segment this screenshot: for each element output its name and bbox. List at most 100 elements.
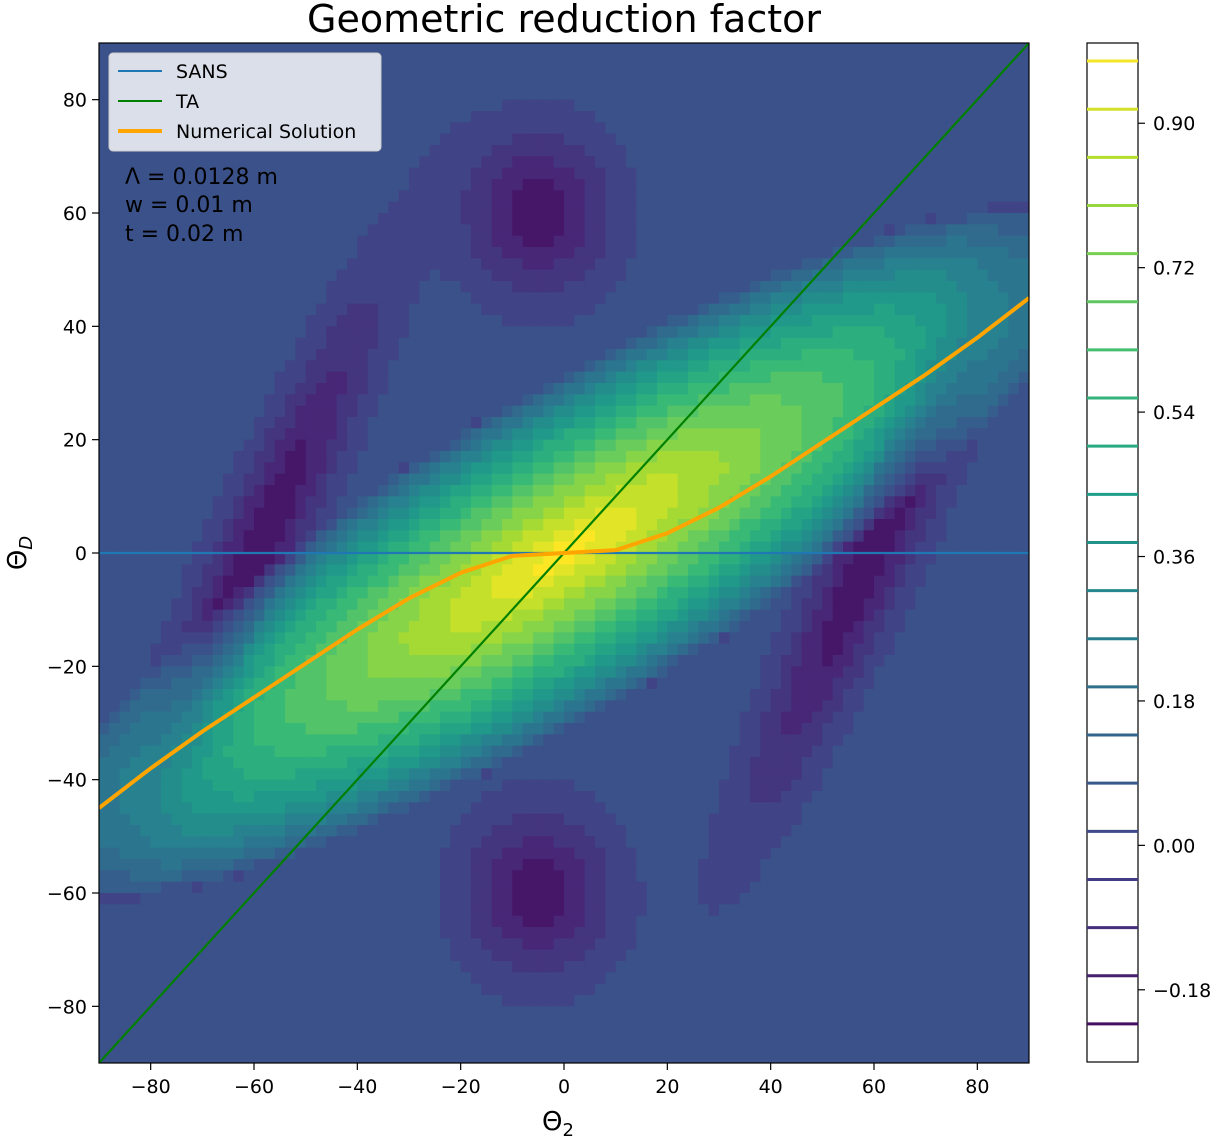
heatmap-cell: [863, 337, 875, 350]
heatmap-cell: [388, 587, 400, 599]
heatmap-cell: [460, 587, 472, 599]
heatmap-cell: [161, 598, 172, 611]
heatmap-cell: [822, 99, 834, 112]
heatmap-cell: [822, 405, 834, 418]
heatmap-cell: [326, 167, 338, 180]
heatmap-cell: [471, 167, 482, 180]
heatmap-cell: [574, 609, 586, 622]
heatmap-cell: [626, 156, 637, 169]
heatmap-cell: [533, 269, 544, 282]
heatmap-cell: [409, 88, 420, 101]
heatmap-cell: [729, 235, 741, 248]
heatmap-cell: [305, 473, 317, 486]
heatmap-cell: [564, 575, 575, 588]
heatmap-cell: [409, 213, 420, 225]
heatmap-cell: [481, 88, 493, 101]
heatmap-cell: [285, 541, 296, 554]
heatmap-cell: [677, 190, 689, 203]
heatmap-cell: [295, 371, 307, 384]
heatmap-cell: [254, 360, 265, 373]
heatmap-cell: [543, 383, 555, 395]
heatmap-cell: [285, 337, 296, 350]
heatmap-cell: [336, 451, 348, 463]
heatmap-cell: [595, 43, 606, 55]
heatmap-cell: [295, 190, 307, 203]
heatmap-cell: [409, 394, 420, 407]
heatmap-cell: [367, 473, 379, 486]
heatmap-cell: [967, 145, 978, 157]
heatmap-cell: [595, 632, 606, 645]
heatmap-cell: [905, 43, 916, 55]
heatmap-cell: [863, 655, 875, 667]
heatmap-cell: [781, 77, 792, 89]
heatmap-cell: [998, 145, 1009, 157]
heatmap-cell: [698, 360, 710, 373]
heatmap-cell: [274, 235, 286, 248]
heatmap-cell: [708, 519, 720, 531]
heatmap-cell: [1008, 326, 1020, 339]
heatmap-cell: [636, 587, 648, 599]
heatmap-cell: [925, 417, 937, 429]
heatmap-cell: [243, 371, 255, 384]
heatmap-cell: [409, 292, 420, 305]
heatmap-cell: [388, 405, 400, 418]
heatmap-cell: [719, 88, 730, 101]
heatmap-cell: [843, 349, 854, 361]
heatmap-cell: [388, 122, 400, 135]
heatmap-cell: [316, 655, 327, 667]
heatmap-cell: [533, 77, 544, 89]
heatmap-cell: [894, 88, 906, 101]
heatmap-cell: [915, 179, 927, 191]
heatmap-cell: [905, 349, 916, 361]
heatmap-cell: [584, 371, 596, 384]
heatmap-cell: [615, 360, 627, 373]
heatmap-cell: [481, 417, 493, 429]
heatmap-cell: [832, 133, 844, 146]
heatmap-cell: [1008, 224, 1020, 237]
heatmap-cell: [946, 417, 958, 429]
heatmap-cell: [801, 145, 813, 157]
heatmap-cell: [812, 564, 823, 577]
heatmap-cell: [316, 451, 327, 463]
heatmap-cell: [378, 564, 389, 577]
heatmap-cell: [254, 190, 265, 203]
heatmap-cell: [822, 77, 834, 89]
heatmap-cell: [502, 122, 513, 135]
heatmap-cell: [884, 281, 896, 293]
heatmap-cell: [99, 99, 110, 112]
heatmap-cell: [553, 133, 565, 146]
heatmap-cell: [99, 281, 110, 293]
heatmap-cell: [615, 564, 627, 577]
heatmap-cell: [295, 281, 307, 293]
heatmap-cell: [264, 485, 276, 497]
heatmap-cell: [853, 54, 865, 67]
heatmap-cell: [874, 156, 885, 169]
heatmap-cell: [202, 541, 214, 554]
heatmap-cell: [481, 394, 493, 407]
heatmap-cell: [646, 269, 658, 282]
heatmap-cell: [254, 541, 265, 554]
heatmap-cell: [512, 201, 524, 214]
heatmap-cell: [181, 417, 193, 429]
heatmap-cell: [450, 553, 462, 565]
heatmap-cell: [130, 519, 141, 531]
heatmap-cell: [512, 405, 524, 418]
heatmap-cell: [357, 485, 369, 497]
heatmap-cell: [491, 190, 503, 203]
heatmap-cell: [853, 179, 865, 191]
heatmap-cell: [863, 111, 875, 123]
heatmap-cell: [419, 394, 431, 407]
heatmap-cell: [915, 65, 927, 78]
heatmap-cell: [781, 451, 792, 463]
heatmap-cell: [863, 247, 875, 259]
heatmap-cell: [719, 145, 730, 157]
heatmap-cell: [347, 553, 358, 565]
heatmap-cell: [347, 564, 358, 577]
heatmap-cell: [130, 587, 141, 599]
heatmap-cell: [388, 258, 400, 271]
heatmap-cell: [192, 337, 203, 350]
heatmap-cell: [460, 99, 472, 112]
heatmap-cell: [636, 428, 648, 441]
heatmap-cell: [750, 247, 761, 259]
heatmap-cell: [522, 145, 534, 157]
